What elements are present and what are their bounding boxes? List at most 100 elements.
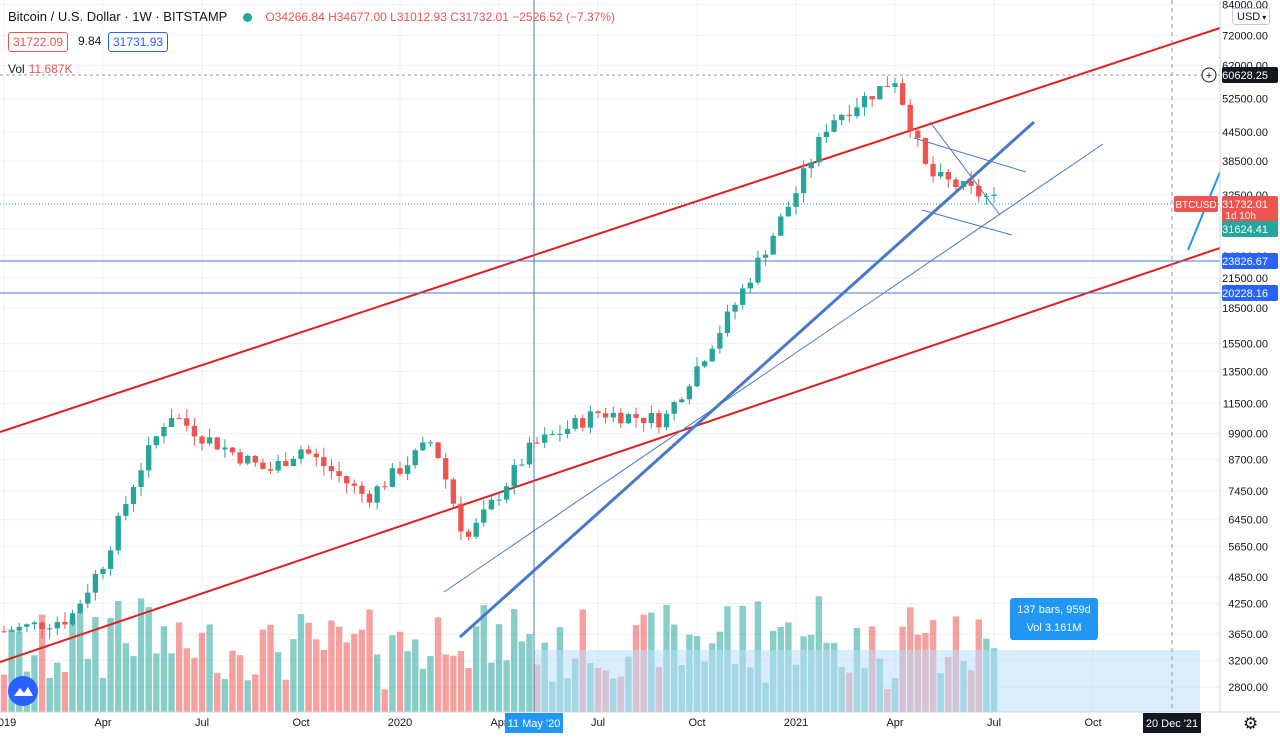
candle-body — [153, 436, 159, 446]
candle-body — [260, 462, 266, 470]
volume-bar — [54, 662, 61, 712]
candle-body — [534, 442, 540, 444]
candle-body — [435, 442, 441, 459]
candle-body — [915, 130, 921, 138]
candle-body — [427, 442, 434, 444]
price-tick-label: 5650.00 — [1228, 541, 1268, 553]
volume-bar — [290, 639, 297, 712]
candle-body — [610, 412, 616, 418]
volume-bar — [198, 632, 206, 712]
volume-bar — [495, 624, 503, 712]
volume-bar — [465, 668, 472, 712]
candle-body — [92, 574, 99, 593]
symbol-mark — [1174, 196, 1218, 212]
candle-body — [953, 179, 959, 188]
spread-value: 9.84 — [74, 32, 106, 50]
bid-price[interactable]: 31722.09 — [8, 32, 69, 52]
measure-range — [534, 650, 1200, 712]
candle-body — [206, 437, 213, 444]
time-tick-label: Oct — [292, 717, 309, 729]
volume-bar — [282, 679, 289, 712]
ath-price-mark-label: 60628.25 — [1222, 70, 1268, 82]
candle-body — [679, 399, 685, 403]
candle-body — [176, 418, 182, 420]
gear-icon[interactable]: ⚙ — [1243, 714, 1259, 733]
wedge-upper — [913, 137, 1027, 173]
volume-bar — [236, 655, 244, 712]
price-tick-label: 8700.00 — [1228, 455, 1268, 467]
candle-body — [892, 83, 898, 87]
candle-body — [861, 96, 868, 108]
volume-bar — [297, 614, 305, 712]
volume-bar — [480, 605, 487, 712]
candle-body — [62, 621, 68, 625]
volume-bar — [366, 609, 373, 712]
candle-body — [740, 288, 746, 305]
candle-body — [488, 499, 495, 510]
candle-body — [24, 624, 30, 627]
volume-label: Vol — [8, 62, 25, 76]
add-alert-icon — [1201, 67, 1217, 83]
price-tick-label: 38500.00 — [1222, 156, 1268, 168]
candle-body — [115, 515, 121, 551]
currency-select[interactable]: USD ▾ — [1232, 8, 1270, 25]
price-tick-label: 21500.00 — [1222, 273, 1268, 285]
countdown-mark — [1222, 210, 1278, 222]
time-tick-label: Apr — [490, 717, 507, 729]
candle-body — [85, 592, 91, 604]
candle-body — [877, 86, 883, 100]
volume-bar — [38, 614, 46, 712]
candle-body — [846, 114, 852, 117]
candle-body — [214, 437, 220, 450]
symbol-title[interactable]: Bitcoin / U.S. Dollar · 1W · BITSTAMP — [8, 9, 228, 24]
volume-bar — [46, 677, 53, 712]
tradingview-logo-icon[interactable] — [8, 676, 38, 706]
candle-body — [328, 466, 335, 472]
candle-body — [899, 83, 906, 105]
candle-body — [47, 628, 53, 630]
candle-body — [823, 131, 830, 137]
candle-body — [618, 412, 624, 424]
ohlc-values: O34266.84 H34677.00 L31012.93 C31732.01 … — [265, 10, 615, 24]
candle-body — [785, 206, 792, 217]
volume-bar — [76, 612, 84, 712]
candle-body — [602, 413, 609, 418]
candle-body — [595, 411, 601, 414]
candle-body — [778, 216, 784, 236]
candle-body — [709, 348, 715, 362]
candle-body — [366, 493, 373, 503]
candle-body — [397, 468, 403, 474]
volume-bar — [8, 629, 15, 712]
ask-price[interactable]: 31731.93 — [108, 32, 169, 52]
candle-body — [283, 460, 289, 466]
candle-body — [458, 503, 464, 532]
price-tick-label: 6450.00 — [1228, 515, 1268, 527]
candle-body — [237, 452, 243, 464]
candle-body — [511, 465, 517, 487]
price-tick-label: 2800.00 — [1228, 682, 1268, 694]
level-mark-1 — [1222, 253, 1278, 269]
level-mark-1-label: 23826.67 — [1222, 256, 1268, 268]
candle-body — [526, 442, 533, 465]
candle-body — [481, 509, 487, 523]
volume-bar — [396, 631, 404, 712]
wedge-diagonal — [929, 121, 1001, 216]
time-tick-label: 2019 — [0, 717, 16, 729]
lower-channel-line — [0, 247, 1221, 663]
candle-body — [107, 550, 114, 569]
candle-body — [336, 471, 342, 477]
candle-body — [161, 426, 167, 437]
candle-body — [755, 257, 761, 283]
plus-icon: + — [1206, 70, 1212, 82]
candle-body — [8, 630, 15, 632]
chart-header: Bitcoin / U.S. Dollar · 1W · BITSTAMP O3… — [8, 9, 615, 24]
volume-bar — [183, 648, 190, 712]
candle-body — [717, 333, 723, 349]
candle-body — [39, 622, 45, 629]
candle-body — [359, 485, 365, 494]
volume-bar — [229, 650, 236, 712]
volume-bar — [511, 609, 518, 712]
thin-trend-line — [443, 143, 1104, 593]
candle-body — [694, 366, 700, 387]
